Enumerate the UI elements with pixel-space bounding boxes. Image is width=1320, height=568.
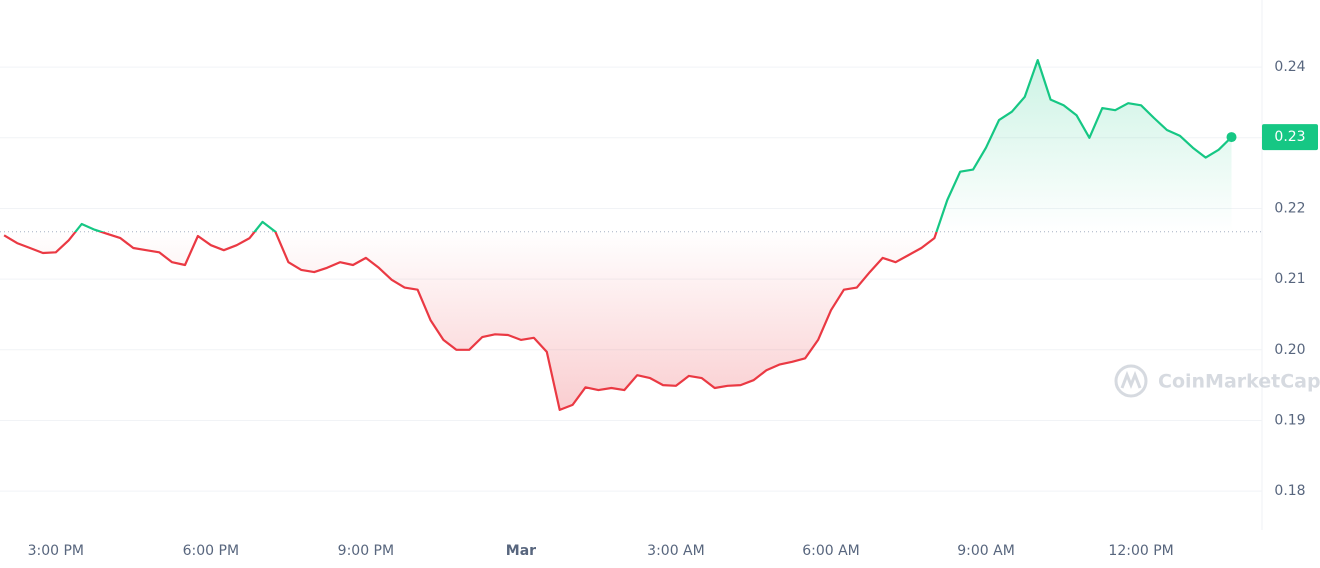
- y-tick-label: 0.21: [1274, 271, 1305, 287]
- last-point: [1226, 132, 1237, 143]
- x-tick-label: 3:00 AM: [647, 543, 705, 559]
- watermark-logo: [1114, 364, 1148, 398]
- x-tick-label: 6:00 PM: [183, 543, 239, 559]
- x-tick-label: 6:00 AM: [802, 543, 860, 559]
- watermark-logo-mark: [1120, 370, 1142, 390]
- y-tick-label: 0.20: [1274, 342, 1305, 358]
- y-tick-label: 0.22: [1274, 200, 1305, 216]
- last-price-label: 0.23: [1274, 129, 1305, 145]
- y-tick-label: 0.19: [1274, 412, 1305, 428]
- y-tick-label: 0.18: [1274, 483, 1305, 499]
- x-tick-label: 3:00 PM: [28, 543, 84, 559]
- x-tick-label: Mar: [506, 543, 536, 559]
- watermark-text: CoinMarketCap: [1158, 371, 1320, 393]
- price-area: [4, 60, 1232, 410]
- watermark: CoinMarketCap: [1114, 364, 1320, 398]
- price-line: [3, 59, 1233, 411]
- y-tick-label: 0.24: [1274, 59, 1305, 75]
- x-tick-label: 12:00 PM: [1108, 543, 1173, 559]
- x-tick-label: 9:00 AM: [957, 543, 1015, 559]
- last-price-box: [1262, 124, 1318, 151]
- x-tick-label: 9:00 PM: [338, 543, 394, 559]
